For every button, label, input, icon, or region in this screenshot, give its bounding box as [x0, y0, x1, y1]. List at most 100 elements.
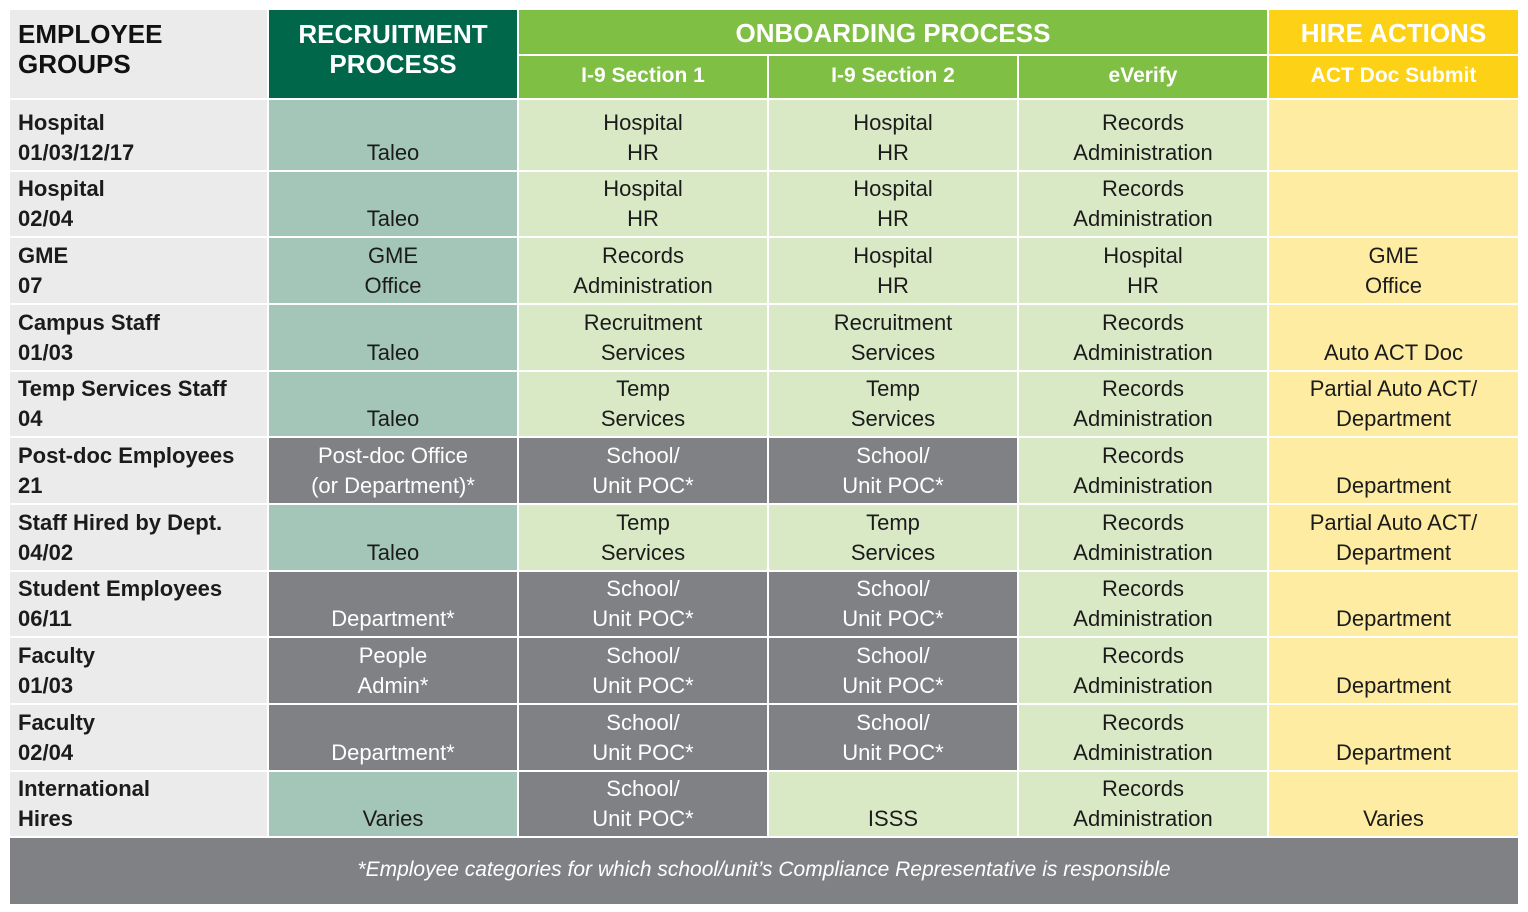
table-cell: School/Unit POC* [519, 705, 767, 770]
cell-text: Unit POC* [842, 473, 944, 498]
cell-text: School/ [606, 643, 680, 668]
cell-text: Administration [573, 273, 713, 298]
cell-text: School/ [606, 576, 680, 601]
group-label: 02/04 [18, 740, 74, 765]
cell-text: HR [1127, 273, 1159, 298]
table-cell: Partial Auto ACT/Department [1269, 372, 1518, 436]
cell-text: Administration [1073, 673, 1213, 698]
table-cell: Records Administration [1019, 438, 1267, 503]
cell-text: Records [1102, 643, 1184, 668]
cell-text: People [358, 643, 428, 668]
group-label: 02/04 [18, 206, 74, 231]
table-cell: Records Administration [1019, 705, 1267, 770]
employee-group-cell: Staff Hired by Dept. 04/02 [10, 505, 267, 570]
group-label: 01/03 [18, 340, 74, 365]
header-onboarding-process: ONBOARDING PROCESS [519, 10, 1267, 54]
employee-group-cell: Hospital 01/03/12/17 [10, 100, 267, 170]
table-cell: Records Administration [1019, 305, 1267, 370]
table-cell: Hospital HR [519, 100, 767, 170]
cell-text: Hospital [853, 243, 933, 268]
cell-text: Auto ACT Doc [1324, 340, 1463, 365]
employee-group-cell: Temp Services Staff 04 [10, 372, 267, 436]
cell-text: Office [364, 273, 422, 298]
cell-text: Services [850, 340, 936, 365]
table-cell: School/Unit POC* [769, 638, 1017, 703]
cell-text: Administration [1073, 140, 1213, 165]
table-cell: Hospital HR [769, 100, 1017, 170]
table-cell: Temp Services [519, 505, 767, 570]
table-cell: School/Unit POC* [519, 438, 767, 503]
cell-text: Taleo [366, 206, 420, 231]
cell-text: Records [1102, 443, 1184, 468]
table-cell: Department [1269, 705, 1518, 770]
group-label: Temp Services Staff [18, 376, 227, 401]
cell-text: Records [1102, 710, 1184, 735]
header-text: RECRUITMENT [298, 19, 488, 49]
table-cell: Temp Services [519, 372, 767, 436]
cell-text: Hospital [853, 110, 933, 135]
cell-text: Department [1336, 673, 1451, 698]
table-cell: School/Unit POC* [769, 438, 1017, 503]
header-text: I-9 Section 2 [831, 64, 955, 87]
cell-text: Services [850, 540, 936, 565]
table-cell: Hospital HR [1019, 238, 1267, 303]
group-label: 04 [18, 406, 43, 431]
group-label: Student Employees [18, 576, 223, 601]
group-label: Post-doc Employees [18, 443, 235, 468]
employee-group-cell: Campus Staff 01/03 [10, 305, 267, 370]
table-cell: GME Office [1269, 238, 1518, 303]
table-cell: Varies [269, 772, 517, 836]
cell-text: Department [1336, 740, 1451, 765]
subheader-everify: eVerify [1019, 56, 1267, 98]
header-text: PROCESS [329, 49, 457, 79]
table-cell: Temp Services [769, 372, 1017, 436]
group-label: Hospital [18, 176, 105, 201]
header-text: ONBOARDING PROCESS [735, 18, 1051, 48]
cell-text: Varies [1363, 806, 1424, 831]
cell-text: Unit POC* [592, 673, 694, 698]
cell-text: HR [877, 140, 909, 165]
subheader-i9-section-1: I-9 Section 1 [519, 56, 767, 98]
cell-text: Services [600, 340, 686, 365]
cell-text: Taleo [366, 540, 420, 565]
cell-text: GME [1368, 243, 1419, 268]
header-recruitment-process: RECRUITMENT PROCESS [269, 10, 517, 98]
table-cell: Records Administration [1019, 372, 1267, 436]
group-label: Faculty [18, 643, 96, 668]
cell-text: Administration [1073, 340, 1213, 365]
table-cell: Taleo [269, 172, 517, 236]
table-cell: Records Administration [1019, 638, 1267, 703]
cell-text: Department [1336, 606, 1451, 631]
table-cell: School/Unit POC* [519, 772, 767, 836]
table-cell [1269, 100, 1518, 170]
table-cell: Taleo [269, 505, 517, 570]
table-cell: Taleo [269, 100, 517, 170]
footnote-text: *Employee categories for which school/un… [357, 858, 1171, 881]
cell-text: HR [877, 206, 909, 231]
cell-text: Partial Auto ACT/ [1309, 376, 1478, 401]
cell-text: Department [1336, 540, 1451, 565]
header-text: I-9 Section 1 [581, 64, 705, 87]
group-label: 21 [18, 473, 43, 498]
table-cell: School/Unit POC* [519, 638, 767, 703]
group-label: Staff Hired by Dept. [18, 510, 223, 535]
cell-text: Department* [331, 740, 455, 765]
cell-text: Unit POC* [592, 606, 694, 631]
header-text: EMPLOYEE [18, 19, 163, 49]
group-label: 06/11 [18, 606, 72, 631]
table-cell: Records Administration [1019, 100, 1267, 170]
cell-text: HR [877, 273, 909, 298]
table-cell: People Admin* [269, 638, 517, 703]
cell-text: Admin* [357, 673, 429, 698]
cell-text: Recruitment [833, 310, 953, 335]
table-cell: Varies [1269, 772, 1518, 836]
cell-text: Administration [1073, 740, 1213, 765]
table-cell: Department [1269, 572, 1518, 636]
table-cell: Records Administration [1019, 172, 1267, 236]
table-cell: School/Unit POC* [769, 572, 1017, 636]
footnote: *Employee categories for which school/un… [10, 838, 1518, 904]
table-cell: Records Administration [519, 238, 767, 303]
cell-text: Unit POC* [842, 740, 944, 765]
group-label: Hospital [18, 110, 105, 135]
cell-text: Temp [866, 510, 920, 535]
